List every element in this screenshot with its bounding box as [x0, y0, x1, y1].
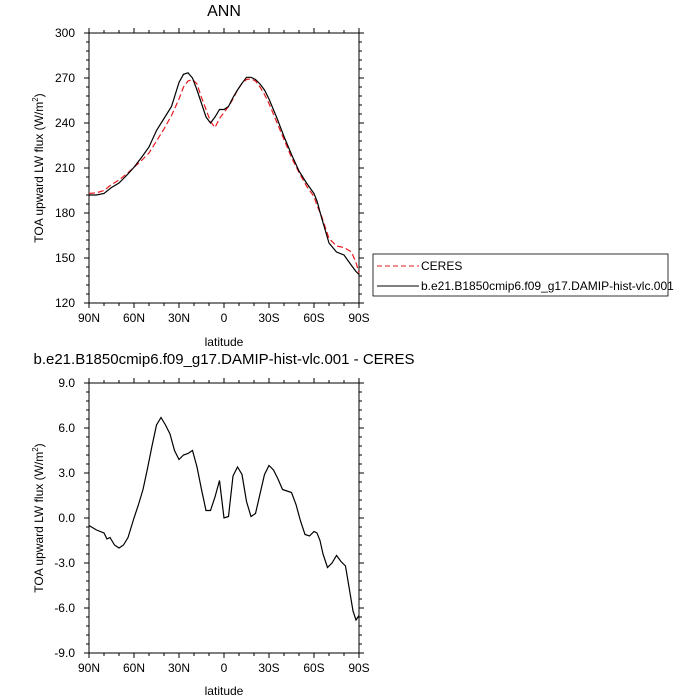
axis-ticks: 90N 60N 30N 0 30S 60S 90S 120 150 180 210 240 270 300: [55, 26, 370, 325]
y-tick-label: 300: [55, 26, 75, 40]
y-tick-label: 3.0: [58, 466, 75, 480]
y-tick-label: 180: [55, 206, 75, 220]
x-tick-label: 30N: [168, 661, 190, 675]
x-tick-label: 60N: [123, 311, 145, 325]
series-line-ceres: [88, 78, 360, 274]
x-tick-label: 0: [221, 311, 228, 325]
y-axis-label-superscript: 2: [31, 447, 40, 452]
series-lines: [88, 416, 360, 622]
legend-label-model: b.e21.B1850cmip6.f09_g17.DAMIP-hist-vlc.…: [421, 279, 674, 293]
y-tick-label: 150: [55, 251, 75, 265]
x-axis-label: latitude: [205, 684, 244, 698]
plot-frame: [88, 32, 360, 304]
y-tick-label: 0.0: [58, 511, 75, 525]
y-axis-label-main: TOA upward LW flux (W/m: [32, 102, 46, 243]
axis-ticks: 90N 60N 30N 0 30S 60S 90S -9.0 -6.0 -3.0 0.0 3.0 6.0…: [54, 376, 369, 675]
y-axis-label-main: TOA upward LW flux (W/m: [32, 452, 46, 593]
x-tick-label: 30S: [258, 661, 279, 675]
y-axis-label: TOA upward LW flux (W/m2): [31, 93, 46, 242]
y-axis-label-tail: ): [32, 443, 46, 447]
legend-label-ceres: CERES: [421, 259, 462, 273]
y-tick-label: 270: [55, 71, 75, 85]
y-axis-label-superscript: 2: [31, 97, 40, 102]
series-line-difference: [88, 416, 360, 622]
legend: CERES b.e21.B1850cmip6.f09_g17.DAMIP-his…: [372, 253, 674, 297]
y-tick-label: -6.0: [54, 601, 75, 615]
y-axis-label-tail: ): [32, 93, 46, 97]
x-tick-label: 30N: [168, 311, 190, 325]
chart-panel-annual-lw-flux: ANN 90N 60N 30N 0 30S 60S 90S 120 150 180 210 240 27…: [31, 3, 370, 349]
y-tick-label: -3.0: [54, 556, 75, 570]
y-tick-label: 210: [55, 161, 75, 175]
x-tick-label: 90N: [78, 661, 100, 675]
x-tick-label: 90S: [348, 311, 369, 325]
y-tick-label: 6.0: [58, 421, 75, 435]
chart-title: ANN: [207, 3, 241, 20]
chart-title: b.e21.B1850cmip6.f09_g17.DAMIP-hist-vlc.…: [33, 351, 414, 368]
x-tick-label: 90N: [78, 311, 100, 325]
y-tick-label: 9.0: [58, 376, 75, 390]
x-tick-label: 0: [221, 661, 228, 675]
y-tick-label: 120: [55, 296, 75, 310]
legend-box: [372, 253, 669, 297]
x-tick-label: 60S: [303, 661, 324, 675]
series-lines: [88, 72, 360, 275]
x-tick-label: 60N: [123, 661, 145, 675]
x-tick-label: 30S: [258, 311, 279, 325]
chart-panel-difference: b.e21.B1850cmip6.f09_g17.DAMIP-hist-vlc.…: [31, 351, 415, 698]
x-axis-label: latitude: [205, 335, 244, 349]
series-line-model: [89, 72, 360, 275]
x-tick-label: 60S: [303, 311, 324, 325]
x-tick-label: 90S: [348, 661, 369, 675]
y-tick-label: -9.0: [54, 646, 75, 660]
y-axis-label: TOA upward LW flux (W/m2): [31, 443, 46, 592]
y-tick-label: 240: [55, 116, 75, 130]
